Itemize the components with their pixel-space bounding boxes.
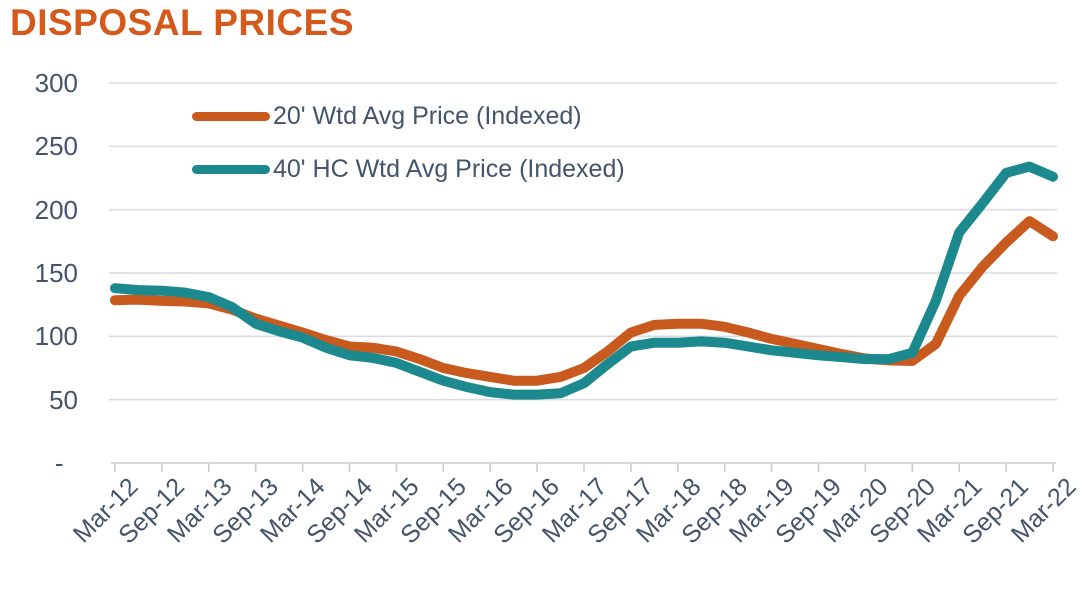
y-axis-label: 50 (49, 384, 78, 415)
legend-swatch-20ft-icon (192, 111, 270, 121)
legend-item-20ft: 20' Wtd Avg Price (Indexed) (192, 100, 625, 132)
y-axis-label: 150 (34, 258, 78, 288)
series-line-40ft-hc (110, 161, 1058, 400)
y-axis-label: 200 (34, 194, 78, 225)
y-axis-label: - (54, 448, 78, 478)
legend-item-40ft: 40' HC Wtd Avg Price (Indexed) (192, 153, 625, 185)
legend: 20' Wtd Avg Price (Indexed) 40' HC Wtd A… (192, 100, 625, 206)
x-axis-ticks (114, 463, 1054, 472)
gridlines (109, 82, 1057, 464)
legend-swatch-40ft-hc-icon (192, 164, 270, 174)
legend-label-40ft: 40' HC Wtd Avg Price (Indexed) (273, 154, 625, 183)
legend-label-20ft: 20' Wtd Avg Price (Indexed) (273, 101, 582, 130)
y-axis-label: 300 (34, 68, 78, 98)
chart-title: DISPOSAL PRICES (10, 2, 355, 43)
y-axis-label: 100 (34, 321, 78, 352)
y-axis-label: 250 (34, 131, 78, 162)
